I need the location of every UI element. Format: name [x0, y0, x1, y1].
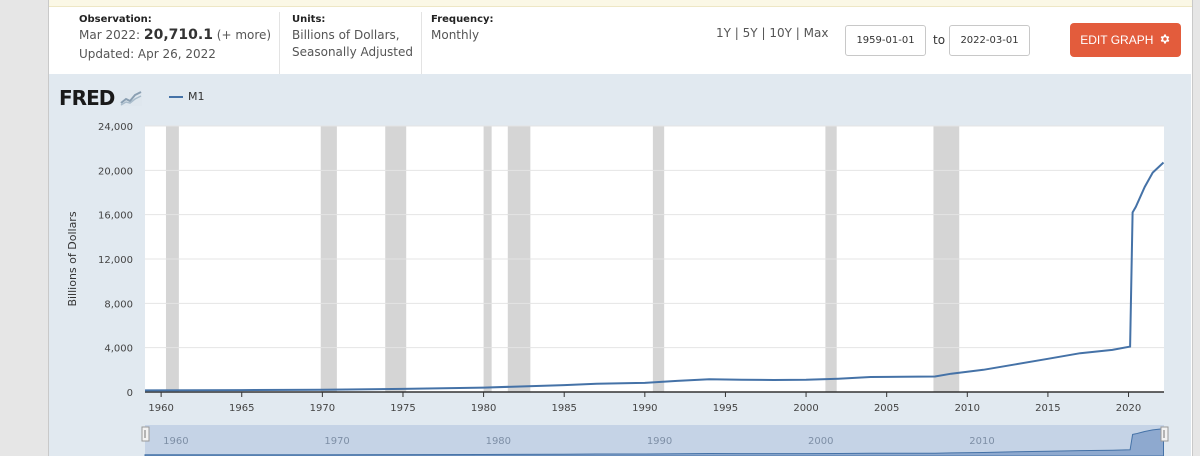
navigator-tick-label: 2000: [808, 436, 833, 447]
units-line1: Billions of Dollars,: [292, 28, 400, 42]
x-tick-label: 2015: [1035, 403, 1060, 414]
meta-divider: [279, 12, 280, 74]
top-strip: [49, 0, 1192, 7]
series-line-m1: [144, 161, 1165, 392]
updated-date: Updated: Apr 26, 2022: [79, 47, 216, 61]
frequency-value: Monthly: [431, 28, 480, 42]
end-date-input[interactable]: 2022-03-01: [949, 25, 1030, 56]
navigator-tick-label: 1980: [486, 436, 511, 447]
navigator-series: [144, 428, 1164, 456]
x-tick-label: 1980: [471, 403, 496, 414]
observation-label: Observation:: [79, 14, 152, 25]
start-date-input[interactable]: 1959-01-01: [845, 25, 926, 56]
y-tick-label: 12,000: [98, 255, 133, 266]
frequency-block: Frequency: Monthly: [431, 14, 494, 44]
legend-swatch: [169, 96, 183, 98]
x-tick-label: 1970: [310, 403, 335, 414]
trend-logo-icon: [120, 90, 143, 106]
y-axis-label: Billions of Dollars: [66, 211, 79, 306]
navigator-background: [145, 425, 1164, 456]
x-tick-label: 2000: [793, 403, 818, 414]
y-tick-label: 16,000: [98, 211, 133, 222]
units-label: Units:: [292, 14, 326, 25]
gear-icon: [1160, 34, 1170, 44]
range-5y-button[interactable]: 5Y: [742, 26, 758, 40]
navigator-tick-label: 2010: [969, 436, 994, 447]
range-selector: 1Y | 5Y | 10Y | Max: [716, 26, 828, 40]
range-10y-button[interactable]: 10Y: [769, 26, 792, 40]
range-max-button[interactable]: Max: [803, 26, 829, 40]
units-line2: Seasonally Adjusted: [292, 45, 414, 59]
navigator-tick-label: 1960: [163, 436, 188, 447]
fred-logo-text: FRED: [59, 86, 115, 110]
range-separator: |: [761, 26, 766, 40]
edit-graph-button[interactable]: EDIT GRAPH: [1070, 23, 1181, 57]
x-tick-label: 2020: [1116, 403, 1141, 414]
graph-panel: Observation: Mar 2022: 20,710.1 (+ more)…: [48, 0, 1193, 456]
navigator-tick-label: 1990: [647, 436, 672, 447]
range-separator: |: [734, 26, 739, 40]
fred-logo: FRED: [59, 86, 143, 110]
y-tick-label: 0: [127, 388, 133, 399]
x-tick-label: 2005: [874, 403, 899, 414]
x-tick-label: 1960: [148, 403, 173, 414]
observation-block: Observation: Mar 2022: 20,710.1 (+ more)…: [79, 14, 271, 63]
x-tick-label: 2010: [955, 403, 980, 414]
y-tick-label: 8,000: [104, 299, 133, 310]
observation-date: Mar 2022:: [79, 28, 141, 42]
to-label: to: [933, 33, 946, 47]
x-tick-label: 1995: [713, 403, 738, 414]
y-tick-label: 20,000: [98, 166, 133, 177]
chart-area: FRED M1 0 4,000 8,000 12,000 16,000 20,000 24,…: [49, 74, 1191, 456]
range-1y-button[interactable]: 1Y: [716, 26, 731, 40]
frequency-label: Frequency:: [431, 14, 494, 25]
series-meta: Observation: Mar 2022: 20,710.1 (+ more)…: [49, 6, 1192, 74]
range-separator: |: [795, 26, 800, 40]
legend-label: M1: [188, 90, 205, 103]
x-tick-label: 1965: [229, 403, 254, 414]
meta-divider: [421, 12, 422, 74]
x-tick-label: 1990: [632, 403, 657, 414]
observation-value: 20,710.1: [143, 27, 213, 43]
chart-svg: 0 4,000 8,000 12,000 16,000 20,000 24,000 Billi…: [66, 122, 1169, 456]
y-tick-label: 4,000: [104, 344, 133, 355]
y-tick-label: 24,000: [98, 122, 133, 133]
edit-graph-label: EDIT GRAPH: [1080, 33, 1154, 47]
units-block: Units: Billions of Dollars, Seasonally A…: [292, 14, 413, 61]
x-tick-label: 1985: [551, 403, 576, 414]
chart-legend: M1: [169, 90, 205, 103]
navigator-tick-label: 1970: [324, 436, 349, 447]
x-tick-label: 1975: [390, 403, 415, 414]
more-link[interactable]: (+ more): [216, 28, 272, 42]
